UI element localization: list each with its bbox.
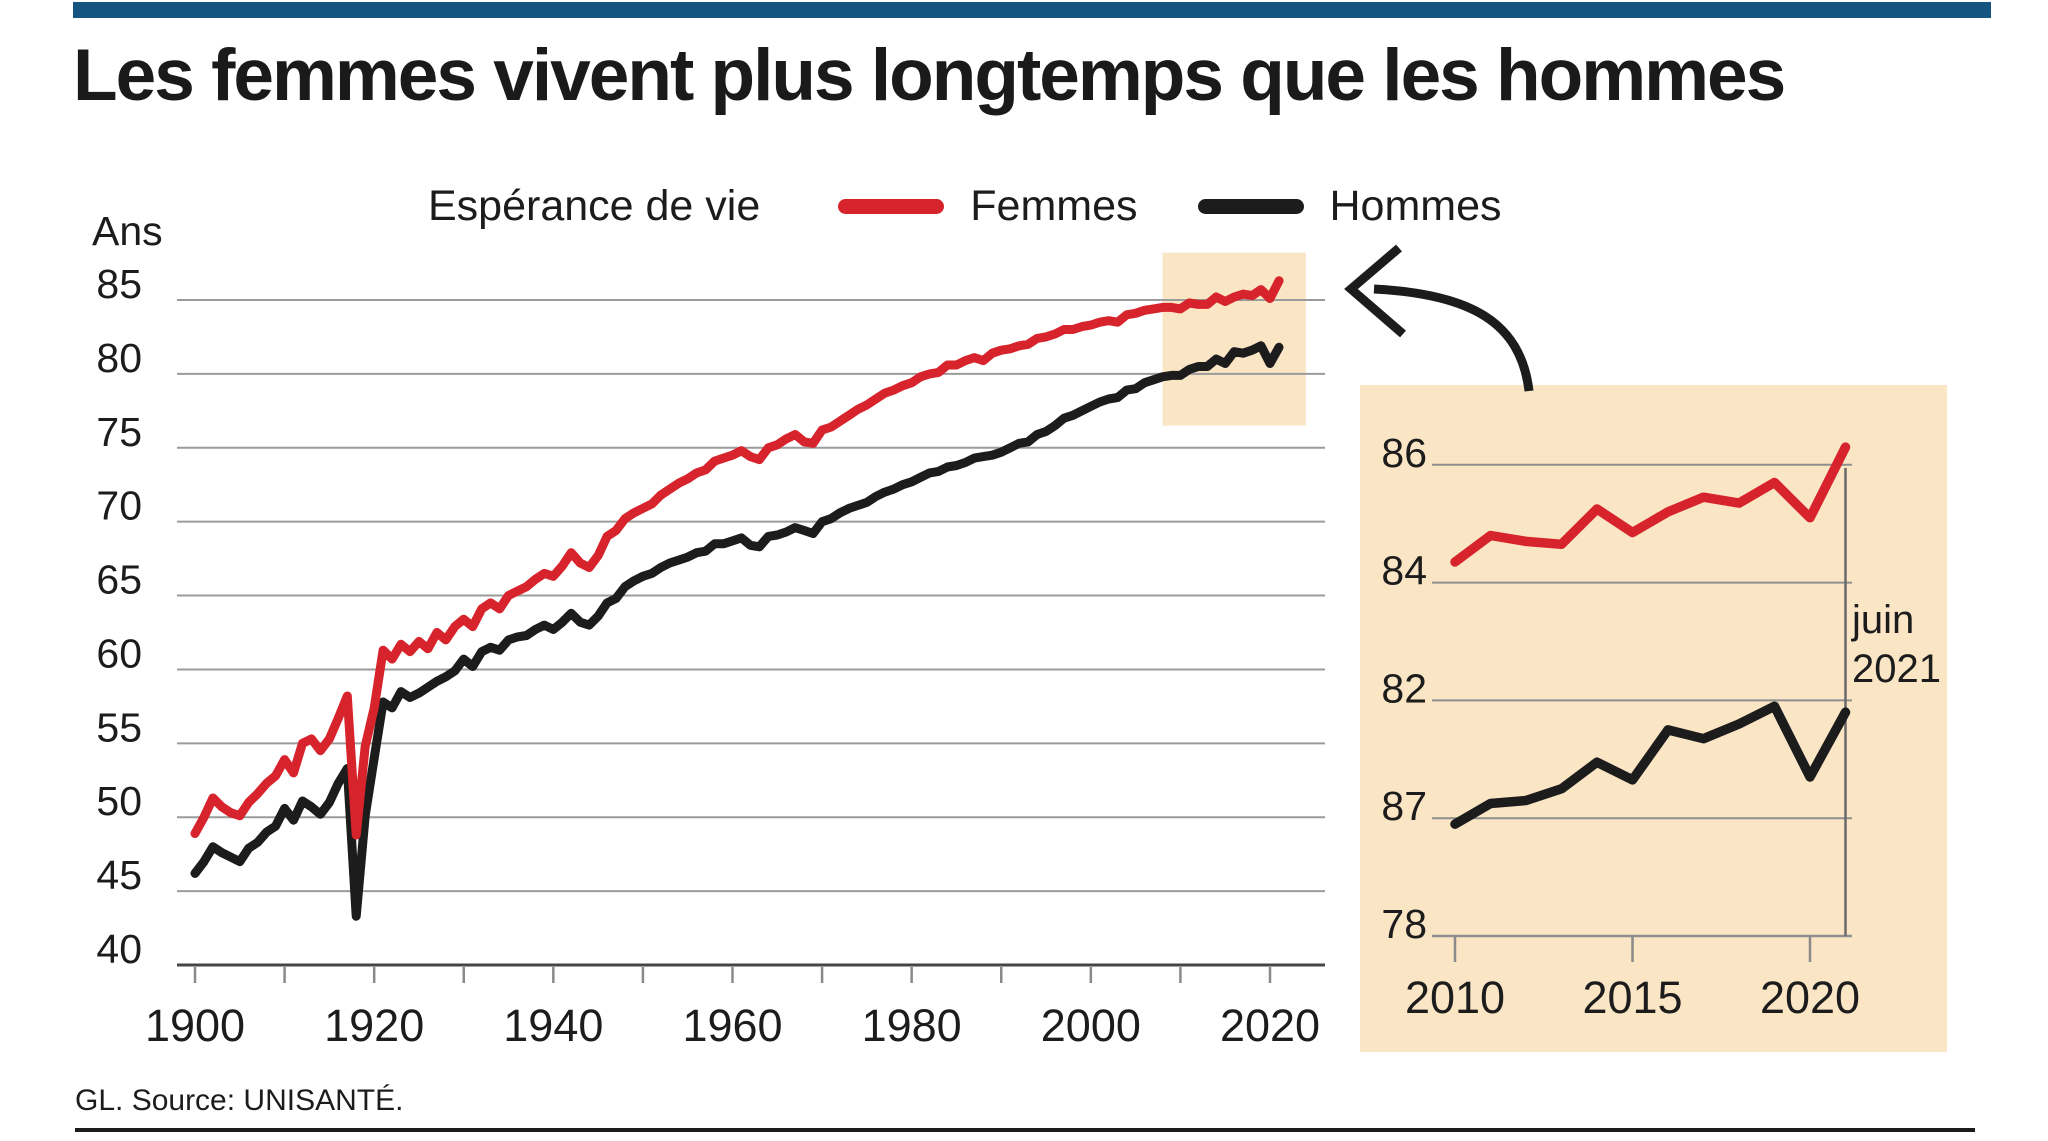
inset-x-tick-label: 2020 [1760, 972, 1860, 1023]
main-x-tick-label: 1920 [324, 1000, 424, 1051]
main-y-tick-label: 40 [96, 926, 142, 972]
main-x-tick-label: 1960 [682, 1000, 782, 1051]
inset-series-hommes [1450, 701, 1851, 829]
femmes-line-swatch-icon [838, 198, 945, 214]
inset-annotation: juin 2021 [1852, 596, 1941, 694]
main-y-tick-label: 85 [96, 261, 142, 307]
inset-x-tick-label: 2010 [1405, 972, 1505, 1023]
main-x-tick-label: 1900 [145, 1000, 245, 1051]
main-y-tick-label: 45 [96, 852, 142, 898]
inset-y-tick-label: 87 [1381, 783, 1427, 829]
main-y-tick-label: 60 [96, 630, 142, 676]
legend-title: Espérance de vie [428, 181, 761, 230]
legend-label-hommes: Hommes [1329, 181, 1502, 230]
main-series-femmes [190, 276, 1284, 840]
main-y-tick-label: 80 [96, 335, 142, 381]
annotation-line-1: juin [1852, 598, 1915, 642]
main-y-tick-label: 70 [96, 483, 142, 529]
source-note: GL. Source: UNISANTÉ. [75, 1084, 404, 1117]
page-title: Les femmes vivent plus longtemps que les… [73, 35, 1786, 116]
inset-y-tick-label: 86 [1381, 430, 1427, 476]
main-y-tick-label: 75 [96, 409, 142, 455]
annotation-line-2: 2021 [1852, 647, 1941, 691]
hommes-line-swatch-icon [1197, 198, 1304, 214]
main-y-tick-label: 50 [96, 778, 142, 824]
inset-y-tick-label: 78 [1381, 901, 1427, 947]
inset-y-tick-label: 84 [1381, 548, 1427, 594]
main-x-tick-label: 2000 [1041, 1000, 1141, 1051]
top-accent-bar [73, 2, 1991, 18]
bottom-rule [75, 1128, 1975, 1132]
inset-y-tick-label: 82 [1381, 665, 1427, 711]
main-x-tick-label: 2020 [1220, 1000, 1320, 1051]
main-y-tick-label: 55 [96, 704, 142, 750]
inset-series-femmes [1450, 442, 1851, 567]
main-x-tick-label: 1940 [503, 1000, 603, 1051]
zoom-arrow-icon [1344, 244, 1534, 392]
inset-zoom-panel [1360, 385, 1947, 1052]
main-series-hommes [190, 341, 1284, 921]
main-y-tick-label: 65 [96, 557, 142, 603]
main-x-tick-label: 1980 [862, 1000, 962, 1051]
main-highlight-region [1162, 252, 1306, 426]
inset-x-tick-label: 2015 [1582, 972, 1682, 1023]
legend-label-femmes: Femmes [970, 181, 1138, 230]
y-axis-unit-label: Ans [92, 208, 163, 254]
chart-legend: Espérance de vie Femmes Hommes [428, 182, 1502, 230]
